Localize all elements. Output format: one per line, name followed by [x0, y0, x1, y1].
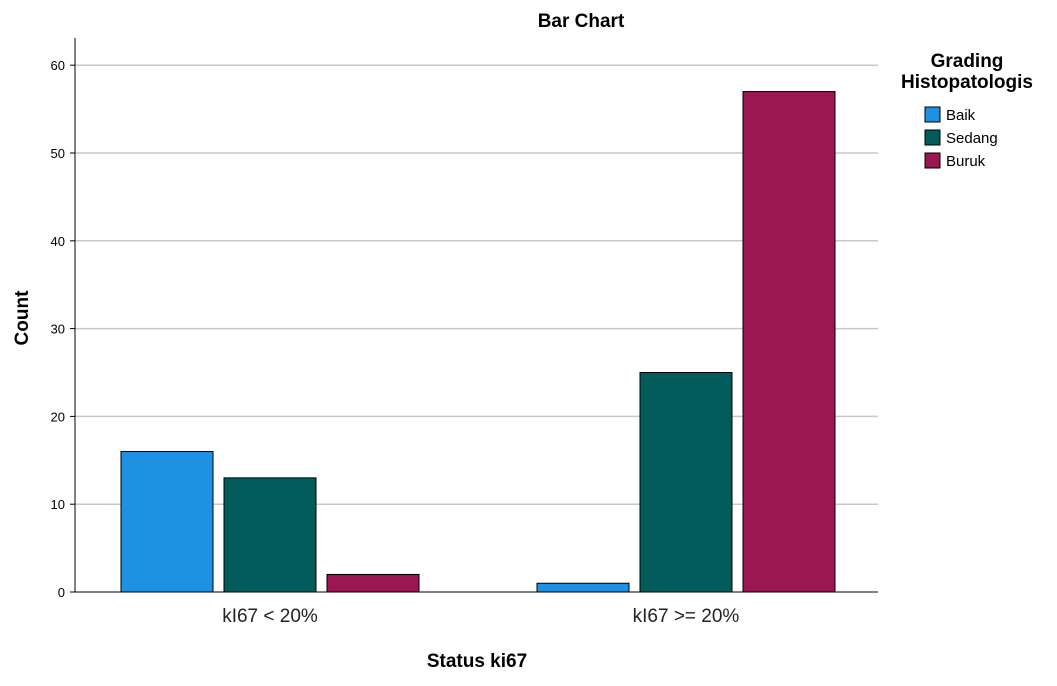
x-category-labels: kI67 < 20% kI67 >= 20%	[222, 606, 739, 627]
y-tick-label: 40	[51, 234, 65, 249]
legend-swatch-buruk	[924, 152, 941, 169]
y-tick-label: 0	[58, 585, 65, 600]
bar-baik-2	[536, 582, 630, 593]
y-tick-label: 20	[51, 409, 65, 424]
legend-label-sedang: Sedang	[946, 130, 998, 147]
chart-title: Bar Chart	[538, 11, 625, 32]
bars	[120, 91, 836, 593]
y-tick-label: 10	[51, 497, 65, 512]
x-category-label: kI67 < 20%	[222, 606, 318, 627]
legend-title: Grading	[931, 51, 1004, 72]
bar-buruk-2	[742, 91, 836, 593]
y-tick-label: 50	[51, 146, 65, 161]
bar-sedang-1	[223, 477, 317, 593]
x-category-label: kI67 >= 20%	[633, 606, 740, 627]
bar-baik-1	[120, 451, 214, 593]
bar-buruk-1	[326, 573, 420, 593]
x-axis-title: Status ki67	[427, 651, 527, 672]
legend-swatch-baik	[924, 106, 941, 123]
y-tick-labels: 0 10 20 30 40 50 60	[51, 58, 75, 600]
legend-title: Histopatologis	[901, 72, 1033, 93]
y-tick-label: 30	[51, 322, 65, 337]
legend-swatch-sedang	[924, 129, 941, 146]
legend-label-buruk: Buruk	[946, 153, 986, 170]
y-tick-label: 60	[51, 58, 65, 73]
y-axis-title: Count	[12, 290, 33, 346]
bar-sedang-2	[639, 372, 733, 593]
legend-label-baik: Baik	[946, 107, 976, 124]
